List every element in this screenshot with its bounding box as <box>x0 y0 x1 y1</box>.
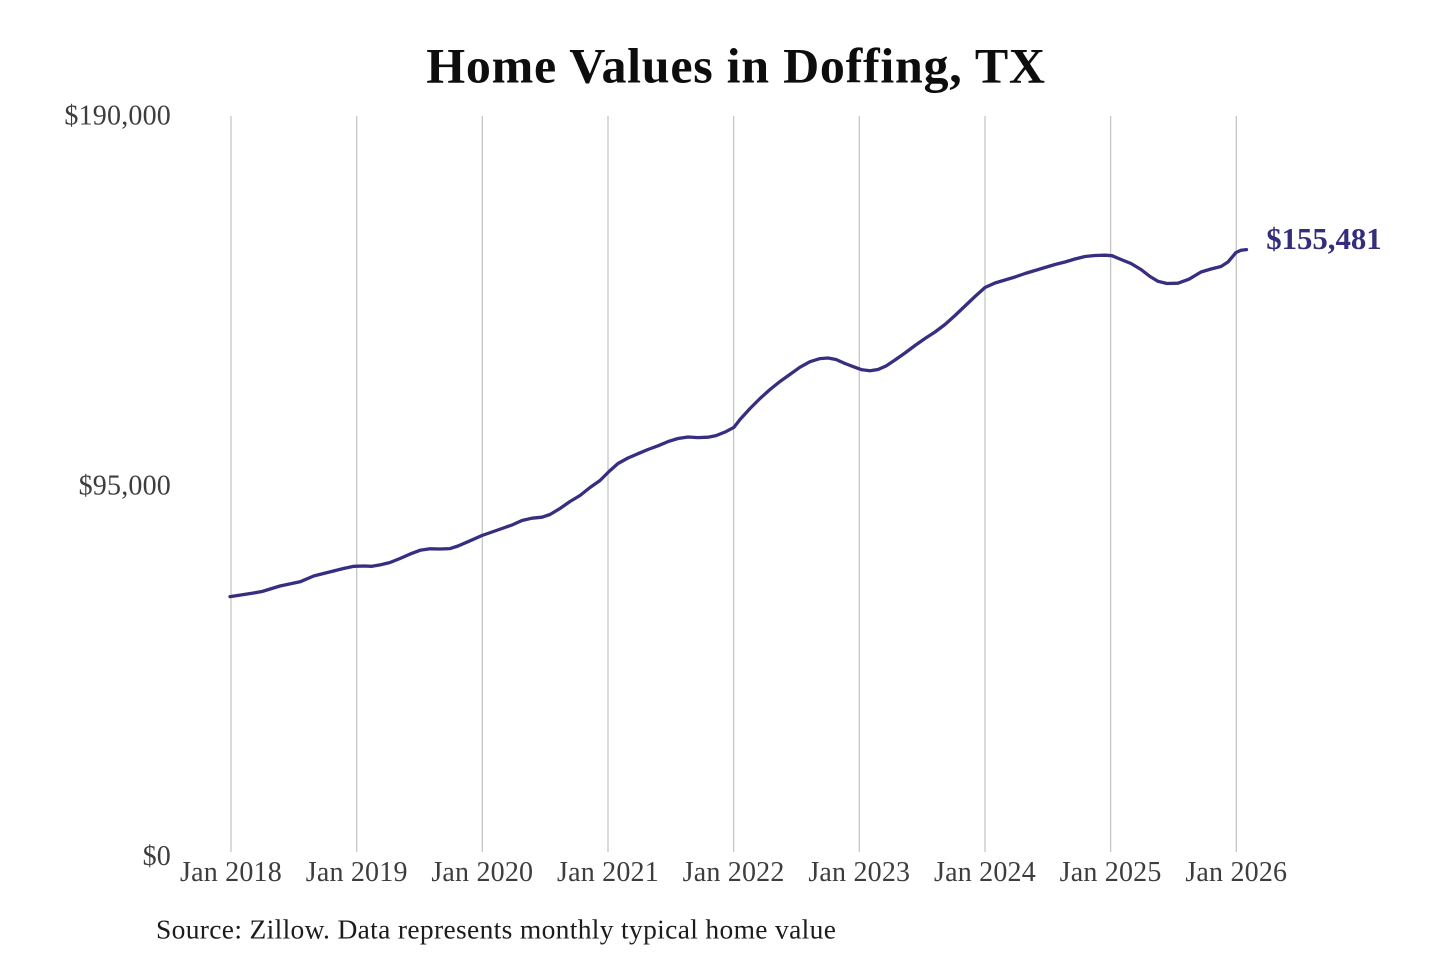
svg-text:Jan 2024: Jan 2024 <box>934 857 1036 888</box>
svg-text:Source: Zillow. Data represent: Source: Zillow. Data represents monthly … <box>156 914 836 945</box>
svg-text:Jan 2023: Jan 2023 <box>808 857 910 888</box>
svg-text:Jan 2026: Jan 2026 <box>1185 857 1287 888</box>
svg-text:Jan 2018: Jan 2018 <box>180 857 282 888</box>
svg-text:Jan 2025: Jan 2025 <box>1060 857 1162 888</box>
svg-text:Jan 2019: Jan 2019 <box>306 857 408 888</box>
svg-text:Jan 2022: Jan 2022 <box>683 857 785 888</box>
svg-text:$95,000: $95,000 <box>79 471 171 502</box>
svg-text:$0: $0 <box>143 841 171 872</box>
svg-text:$155,481: $155,481 <box>1266 222 1382 256</box>
svg-text:Jan 2021: Jan 2021 <box>557 857 659 888</box>
svg-text:$190,000: $190,000 <box>64 101 171 132</box>
svg-text:Jan 2020: Jan 2020 <box>431 857 533 888</box>
svg-text:Home Values in Doffing, TX: Home Values in Doffing, TX <box>426 38 1046 94</box>
